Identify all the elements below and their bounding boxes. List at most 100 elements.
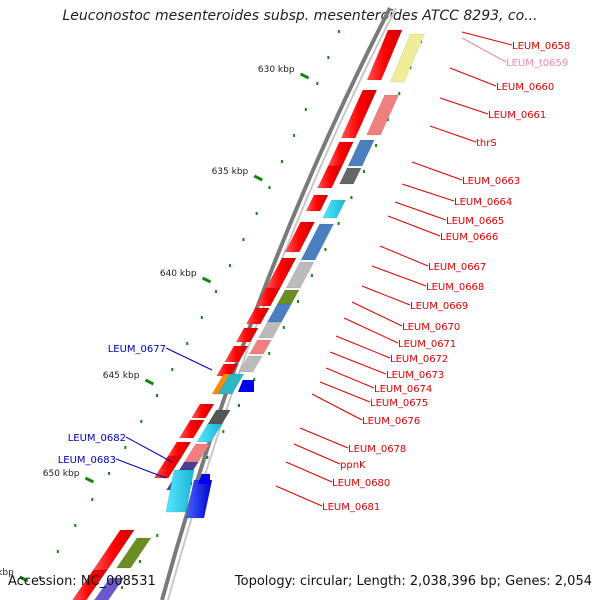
gene-label: LEUM_0677 <box>108 344 166 355</box>
label-leader <box>461 37 507 63</box>
topology-summary: Topology: circular; Length: 2,038,396 bp… <box>234 574 592 589</box>
gene-feature <box>196 423 223 443</box>
gc-mark <box>362 170 365 173</box>
gc-mark <box>155 394 158 397</box>
gene-feature <box>366 94 399 136</box>
label-leader <box>401 183 455 202</box>
gene-feature <box>340 89 378 139</box>
gc-mark <box>253 378 256 381</box>
gene-feature <box>224 345 249 363</box>
gene-label: LEUM_0675 <box>370 398 428 409</box>
label-leader <box>429 125 477 143</box>
gc-mark <box>297 300 300 303</box>
gc-mark <box>215 290 218 293</box>
label-leader <box>439 97 489 115</box>
gene-feature <box>366 29 403 81</box>
gene-feature <box>267 303 292 323</box>
label-leader <box>285 461 333 483</box>
gene-feature <box>116 537 152 569</box>
gene-label: LEUM_0673 <box>386 370 444 381</box>
gene-label: LEUM_t0659 <box>506 58 568 69</box>
map-title: Leuconostoc mesenteroides subsp. mesente… <box>62 8 538 24</box>
gc-mark <box>268 186 271 189</box>
gene-feature <box>191 403 215 419</box>
gc-mark <box>310 274 313 277</box>
gene-label: LEUM_0682 <box>68 433 126 444</box>
gene-feature <box>317 165 343 189</box>
label-leader <box>461 31 513 46</box>
gene-label: LEUM_0668 <box>426 282 484 293</box>
label-leader <box>275 485 323 507</box>
label-leader <box>293 443 341 465</box>
gene-feature <box>72 569 108 600</box>
label-leader <box>329 351 387 375</box>
gene-label: LEUM_0683 <box>58 455 116 466</box>
label-leader <box>411 161 463 181</box>
tick-label: 655 kbp <box>0 568 14 578</box>
gene-label: LEUM_0669 <box>410 301 468 312</box>
gene-feature <box>165 441 192 461</box>
gc-mark <box>206 456 209 459</box>
gene-feature <box>276 289 300 305</box>
label-leader <box>325 367 375 389</box>
gc-mark <box>140 420 143 423</box>
gene-label: LEUM_0680 <box>332 478 390 489</box>
gene-label: LEUM_0671 <box>398 339 456 350</box>
tick-mark <box>144 378 155 386</box>
tick-mark <box>19 575 29 583</box>
accession-text: Accession: NC_008531 <box>8 574 156 589</box>
gene-feature <box>339 167 362 185</box>
reverse-gene-feature <box>165 469 195 513</box>
label-leader <box>387 215 441 237</box>
label-leader <box>299 427 349 449</box>
gc-mark <box>56 550 59 553</box>
gene-label: LEUM_0676 <box>362 416 420 427</box>
gene-label: LEUM_0666 <box>440 232 498 243</box>
label-leader <box>311 393 363 421</box>
gene-feature <box>217 373 245 395</box>
gc-mark <box>186 342 189 345</box>
tick-label: 635 kbp <box>212 167 249 177</box>
gc-mark <box>316 82 319 85</box>
gene-feature <box>245 307 270 325</box>
label-leader <box>379 245 429 267</box>
gc-mark <box>268 352 271 355</box>
feature-track <box>72 29 425 600</box>
gc-mark <box>156 534 159 537</box>
gene-feature <box>255 287 281 307</box>
tick-label: 650 kbp <box>43 469 80 479</box>
gc-mark <box>337 222 340 225</box>
label-leader <box>115 458 167 479</box>
gc-mark <box>39 576 42 579</box>
gc-mark <box>200 316 203 319</box>
reverse-gene-feature <box>198 474 210 484</box>
gc-mark <box>124 446 127 449</box>
gc-mark <box>107 472 110 475</box>
tick-mark <box>299 72 310 80</box>
label-leader <box>165 347 213 371</box>
gc-mark <box>121 586 124 589</box>
gc-mark <box>282 326 285 329</box>
label-leader <box>449 67 497 87</box>
gene-feature <box>206 409 231 427</box>
gc-mark <box>280 160 283 163</box>
gene-label: LEUM_0674 <box>374 384 432 395</box>
tick-label: 630 kbp <box>258 65 295 75</box>
gene-feature <box>285 261 315 289</box>
label-leader <box>335 335 391 359</box>
gene-label: LEUM_0664 <box>454 197 512 208</box>
label-leader <box>125 436 173 463</box>
gene-label: LEUM_0678 <box>348 444 406 455</box>
label-leader <box>394 201 447 221</box>
gene-label: LEUM_0670 <box>402 322 460 333</box>
gene-label: LEUM_0660 <box>496 82 554 93</box>
gc-mark <box>138 560 141 563</box>
gene-feature <box>182 443 211 465</box>
gc-mark <box>386 118 389 121</box>
gc-mark <box>398 92 401 95</box>
gc-mark <box>327 56 330 59</box>
gene-feature <box>347 139 375 167</box>
gene-feature <box>248 339 272 355</box>
gc-skew-track <box>39 30 423 589</box>
